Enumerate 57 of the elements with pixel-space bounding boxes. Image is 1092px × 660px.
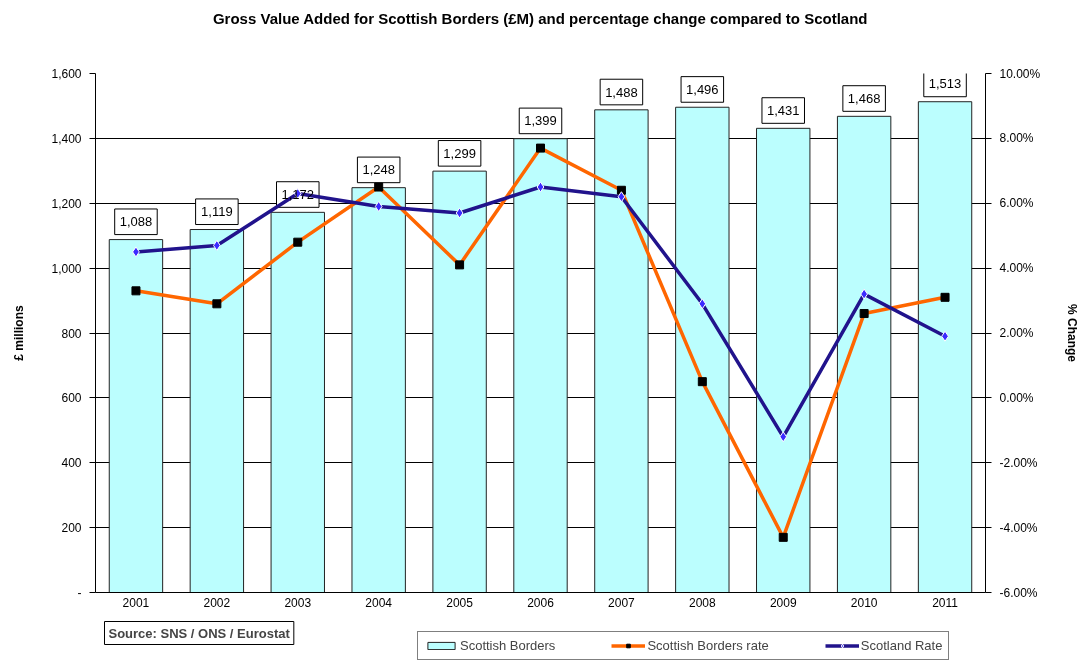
y-tick-label: 1,200 [51, 196, 82, 211]
y2-tick-label: -2.00% [999, 455, 1038, 470]
data-label: 1,488 [605, 84, 638, 100]
data-label: 1,513 [928, 76, 962, 92]
y2-axis-title: % Change [1065, 304, 1080, 363]
y2-tick-label: -4.00% [999, 520, 1038, 535]
y-tick-label: 600 [61, 391, 82, 406]
x-tick-label: 2007 [608, 595, 636, 610]
y2-tick-label: 6.00% [999, 196, 1034, 211]
y-tick-label: 1,600 [51, 67, 82, 81]
y2-tick-label: 4.00% [999, 261, 1034, 276]
y-tick-label: 1,000 [51, 261, 82, 276]
bar [756, 127, 811, 593]
source-note: Source: SNS / ONS / Eurostat [108, 625, 291, 641]
bar [108, 239, 164, 593]
x-tick-label: 2004 [365, 595, 393, 610]
chart-title: Gross Value Added for Scottish Borders (£M) and percentage change compared to Scotland [212, 10, 868, 27]
bar [675, 106, 730, 593]
x-tick-label: 2001 [122, 595, 150, 610]
legend-label: Scotland Rate [860, 638, 943, 653]
y-tick-label: 1,400 [51, 131, 82, 146]
x-tick-label: 2006 [527, 595, 555, 610]
y2-tick-label: -6.00% [999, 585, 1038, 600]
data-label: 1,248 [362, 162, 395, 178]
data-label: 1,496 [686, 81, 719, 97]
bar [917, 101, 973, 593]
y2-tick-label: 8.00% [999, 131, 1034, 146]
y2-tick-label: 10.00% [999, 66, 1041, 81]
x-tick-label: 2010 [850, 595, 878, 610]
y-axis-title: £ millions [12, 305, 27, 361]
x-tick-label: 2009 [769, 595, 797, 610]
y-tick-label: - [77, 586, 82, 600]
y-tick-label: 200 [61, 521, 82, 536]
y2-tick-label: 2.00% [999, 326, 1034, 340]
data-label: 1,088 [119, 214, 153, 230]
legend-label: Scottish Borders [460, 638, 556, 653]
bar [594, 109, 649, 593]
x-tick-label: 2002 [203, 595, 231, 610]
bar [189, 229, 245, 593]
y-tick-label: 400 [61, 456, 82, 471]
data-label: 1,399 [524, 113, 557, 129]
data-label: 1,468 [847, 91, 881, 107]
bar [836, 115, 892, 593]
bar [270, 211, 325, 593]
y2-tick-label: 0.00% [999, 390, 1034, 405]
x-tick-label: 2005 [446, 595, 474, 610]
data-label: 1,119 [201, 204, 233, 220]
bar [432, 170, 487, 593]
data-label: 1,431 [766, 103, 800, 119]
x-tick-label: 2011 [932, 595, 959, 610]
x-tick-label: 2003 [284, 595, 312, 610]
y-tick-label: 800 [61, 326, 82, 341]
bar [513, 138, 568, 593]
x-tick-label: 2008 [688, 595, 716, 610]
bar [351, 187, 406, 593]
legend-label: Scottish Borders rate [647, 638, 769, 653]
data-label: 1,299 [443, 145, 476, 161]
